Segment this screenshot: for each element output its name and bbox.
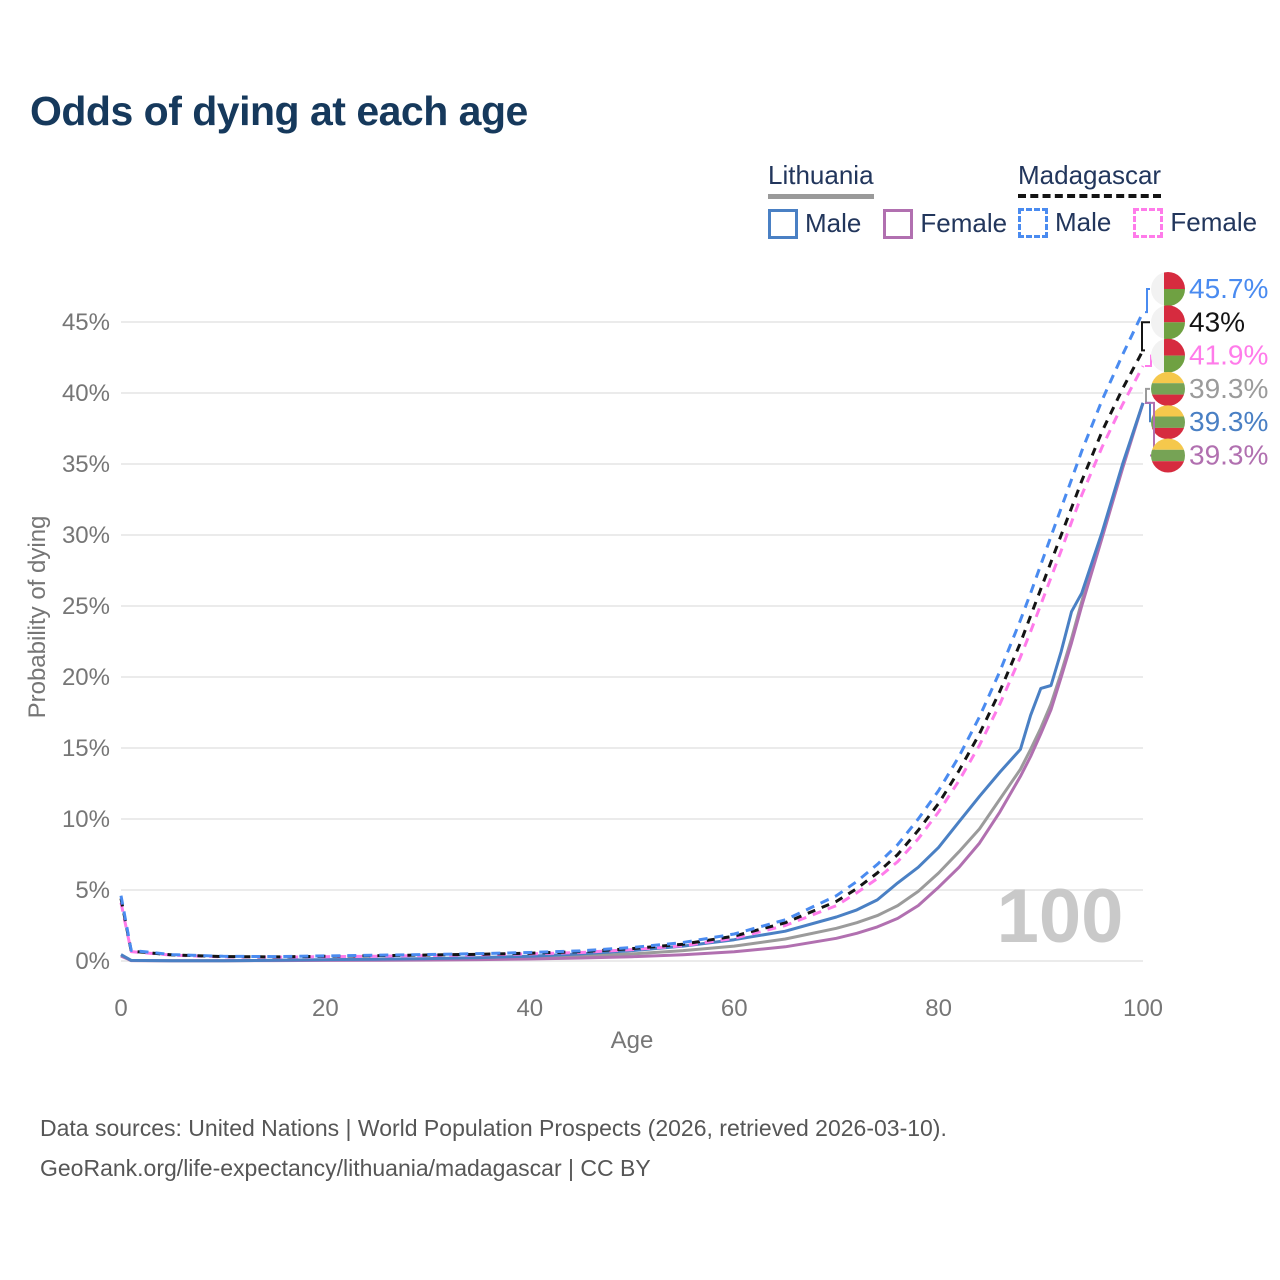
y-axis-tick-label: 45% <box>62 309 110 336</box>
lithuania-flag-icon <box>1151 405 1185 440</box>
y-axis-tick-label: 30% <box>62 522 110 549</box>
end-label-connector <box>1145 354 1152 367</box>
footer: Data sources: United Nations | World Pop… <box>40 1108 947 1188</box>
end-value-label: 39.3% <box>1189 440 1268 471</box>
series-line-mg-both <box>119 349 1145 959</box>
madagascar-female-swatch-icon <box>1133 207 1164 238</box>
madagascar-flag-icon <box>1151 272 1185 306</box>
end-value-label: 39.3% <box>1189 406 1268 437</box>
x-axis-tick-label: 20 <box>312 995 339 1022</box>
end-value-label: 45.7% <box>1189 273 1268 304</box>
legend-item-label: Male <box>1055 207 1112 237</box>
flag-band <box>1151 438 1185 450</box>
page-title: Odds of dying at each age <box>30 88 528 134</box>
flag-band <box>1151 305 1164 340</box>
flag-band <box>1151 416 1185 428</box>
y-axis-tick-label: 15% <box>62 735 110 762</box>
lithuania-flag-icon <box>1151 371 1185 406</box>
x-axis-tick-label: 40 <box>516 995 543 1022</box>
legend-item-label: Female <box>920 208 1008 238</box>
series-line-lt-male <box>120 402 1145 963</box>
madagascar-flag-icon <box>1151 305 1185 340</box>
end-label-connector <box>1145 401 1151 423</box>
y-axis-tick-label: 5% <box>75 877 110 904</box>
end-label-connector <box>1145 288 1150 314</box>
data-sources-text: Data sources: United Nations | World Pop… <box>40 1115 947 1141</box>
x-axis-tick-label: 0 <box>114 995 127 1022</box>
end-value-label: 39.3% <box>1189 373 1268 404</box>
legend-item-madagascar-male[interactable]: Male <box>1018 207 1111 238</box>
legend-item-label: Male <box>805 208 862 238</box>
flag-band <box>1164 355 1185 373</box>
madagascar-flag-icon <box>1151 338 1185 373</box>
x-axis-tick-label: 100 <box>1123 995 1163 1022</box>
attribution-text: GeoRank.org/life-expectancy/lithuania/ma… <box>40 1155 651 1181</box>
y-axis-title: Probability of dying <box>24 516 51 719</box>
flag-band <box>1164 289 1185 306</box>
series-line-mg-male <box>119 311 1145 959</box>
watermark-age-100: 100 <box>997 874 1124 959</box>
y-axis-tick-label: 25% <box>62 593 110 620</box>
y-axis-tick-label: 40% <box>62 380 110 407</box>
lithuania-male-swatch-icon <box>768 208 798 239</box>
flag-band <box>1151 427 1185 440</box>
legend-item-lithuania-female[interactable]: Female <box>883 208 1007 239</box>
y-axis-tick-label: 20% <box>62 664 110 691</box>
x-axis-title: Age <box>611 1027 654 1054</box>
madagascar-male-swatch-icon <box>1018 207 1048 238</box>
flag-band <box>1151 371 1185 384</box>
lithuania-female-swatch-icon <box>883 208 914 239</box>
x-axis-tick-label: 60 <box>721 995 748 1022</box>
y-axis-tick-label: 35% <box>62 451 110 478</box>
flag-band <box>1164 305 1185 323</box>
series-line-mg-female <box>119 365 1145 959</box>
flag-band <box>1151 461 1185 473</box>
end-label-connector <box>1145 387 1150 404</box>
legend-header-lithuania: Lithuania <box>768 160 874 199</box>
legend-header-madagascar: Madagascar <box>1018 160 1162 198</box>
flag-band <box>1151 449 1185 462</box>
legend-group-lithuania: Lithuania Male Female <box>768 160 1007 239</box>
legend-item-madagascar-female[interactable]: Female <box>1133 207 1257 238</box>
end-value-label: 43% <box>1189 306 1245 337</box>
flag-band <box>1151 394 1185 406</box>
lithuania-flag-icon <box>1151 438 1185 473</box>
flag-band <box>1151 338 1164 373</box>
flag-band <box>1151 272 1164 306</box>
end-label-connector <box>1141 321 1150 352</box>
end-value-label: 41.9% <box>1189 340 1268 371</box>
x-axis-tick-label: 80 <box>925 995 952 1022</box>
flag-band <box>1151 383 1185 395</box>
y-axis-tick-label: 10% <box>62 806 110 833</box>
series-line-lt-female <box>120 402 1145 963</box>
flag-band <box>1164 272 1185 289</box>
legend-item-lithuania-male[interactable]: Male <box>768 208 861 239</box>
legend-group-madagascar: Madagascar Male Female <box>1018 160 1257 238</box>
flag-band <box>1164 338 1185 356</box>
y-axis-tick-label: 0% <box>75 948 110 975</box>
series-line-lt-both <box>120 402 1145 963</box>
legend-item-label: Female <box>1170 207 1258 237</box>
flag-band <box>1164 322 1185 340</box>
flag-band <box>1151 405 1185 417</box>
